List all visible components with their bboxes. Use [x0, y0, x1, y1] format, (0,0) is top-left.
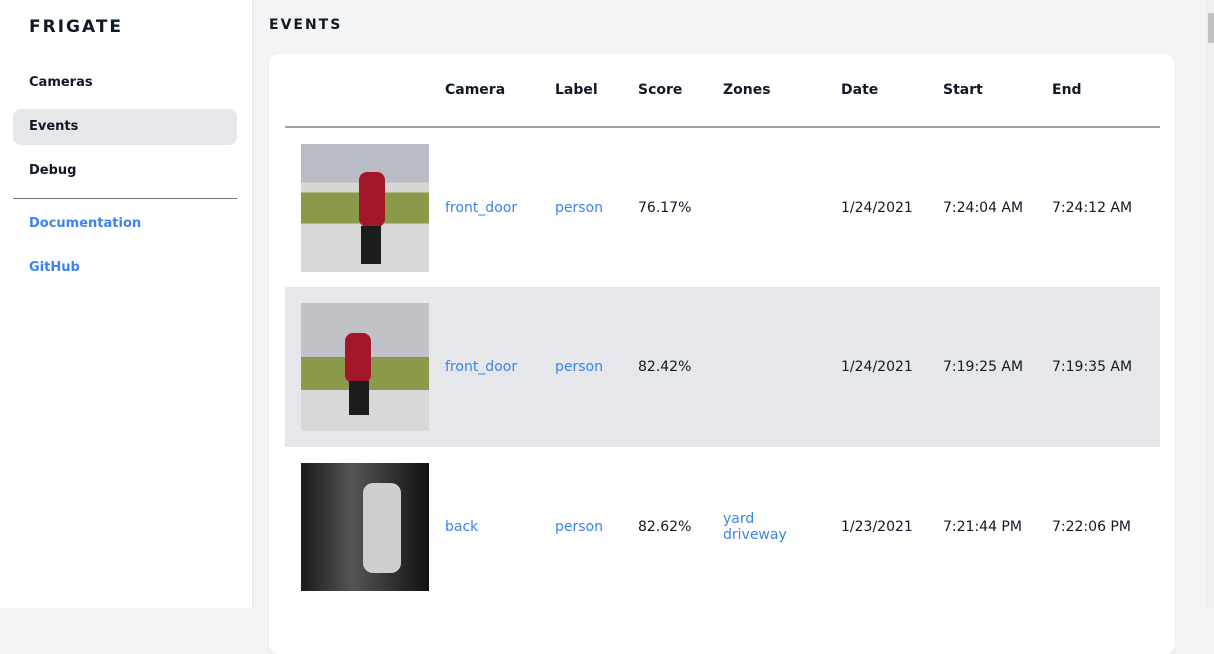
- scrollbar[interactable]: [1206, 0, 1214, 608]
- scrollbar-thumb[interactable]: [1208, 13, 1214, 43]
- date: 1/23/2021: [841, 519, 913, 535]
- table-header-row: Camera Label Score Zones Date Start End: [285, 54, 1160, 128]
- date: 1/24/2021: [841, 199, 913, 216]
- zone-link[interactable]: yard: [723, 511, 755, 527]
- header-start: Start: [943, 54, 1052, 128]
- zone-link[interactable]: driveway: [723, 527, 787, 543]
- sidebar-item-events[interactable]: Events: [13, 109, 237, 145]
- score: 82.62%: [638, 519, 692, 535]
- sidebar-item-cameras[interactable]: Cameras: [29, 75, 93, 90]
- camera-link[interactable]: front_door: [445, 199, 518, 216]
- sidebar-divider: [13, 198, 237, 199]
- app-logo: FRIGATE: [29, 17, 124, 37]
- page-title: EVENTS: [269, 17, 343, 33]
- events-table: Camera Label Score Zones Date Start End …: [285, 54, 1160, 607]
- score: 82.42%: [638, 287, 723, 447]
- camera-link[interactable]: front_door: [445, 359, 518, 375]
- start-time: 7:19:25 AM: [943, 287, 1052, 447]
- sidebar-link-github[interactable]: GitHub: [29, 260, 80, 275]
- label-link[interactable]: person: [555, 519, 603, 535]
- start-time: 7:21:44 PM: [943, 519, 1022, 535]
- table-row[interactable]: front_door person 76.17% 1/24/2021 7:24:…: [285, 127, 1160, 287]
- event-thumbnail[interactable]: [301, 303, 429, 431]
- end-time: 7:19:35 AM: [1052, 287, 1160, 447]
- table-row[interactable]: back person 82.62% yard driveway 1/23/202…: [285, 447, 1160, 607]
- events-card: Camera Label Score Zones Date Start End …: [269, 54, 1175, 654]
- header-thumbnail: [285, 54, 445, 128]
- header-date: Date: [841, 54, 943, 128]
- end-time: 7:22:06 PM: [1052, 519, 1131, 535]
- camera-link[interactable]: back: [445, 519, 479, 535]
- event-thumbnail[interactable]: [301, 143, 429, 272]
- start-time: 7:24:04 AM: [943, 199, 1024, 216]
- score: 76.17%: [638, 199, 692, 216]
- header-label: Label: [555, 54, 638, 128]
- event-thumbnail[interactable]: [301, 463, 429, 591]
- label-link[interactable]: person: [555, 199, 603, 216]
- header-end: End: [1052, 54, 1160, 128]
- end-time: 7:24:12 AM: [1052, 199, 1133, 216]
- header-zones: Zones: [723, 54, 841, 128]
- sidebar: FRIGATE Cameras Events Debug Documentati…: [0, 0, 253, 608]
- label-link[interactable]: person: [555, 359, 603, 375]
- header-score: Score: [638, 54, 723, 128]
- sidebar-item-debug[interactable]: Debug: [29, 163, 77, 178]
- sidebar-link-documentation[interactable]: Documentation: [29, 216, 142, 231]
- table-row[interactable]: front_door person 82.42% 1/24/2021 7:19:…: [285, 287, 1160, 447]
- header-camera: Camera: [445, 54, 555, 128]
- date: 1/24/2021: [841, 287, 943, 447]
